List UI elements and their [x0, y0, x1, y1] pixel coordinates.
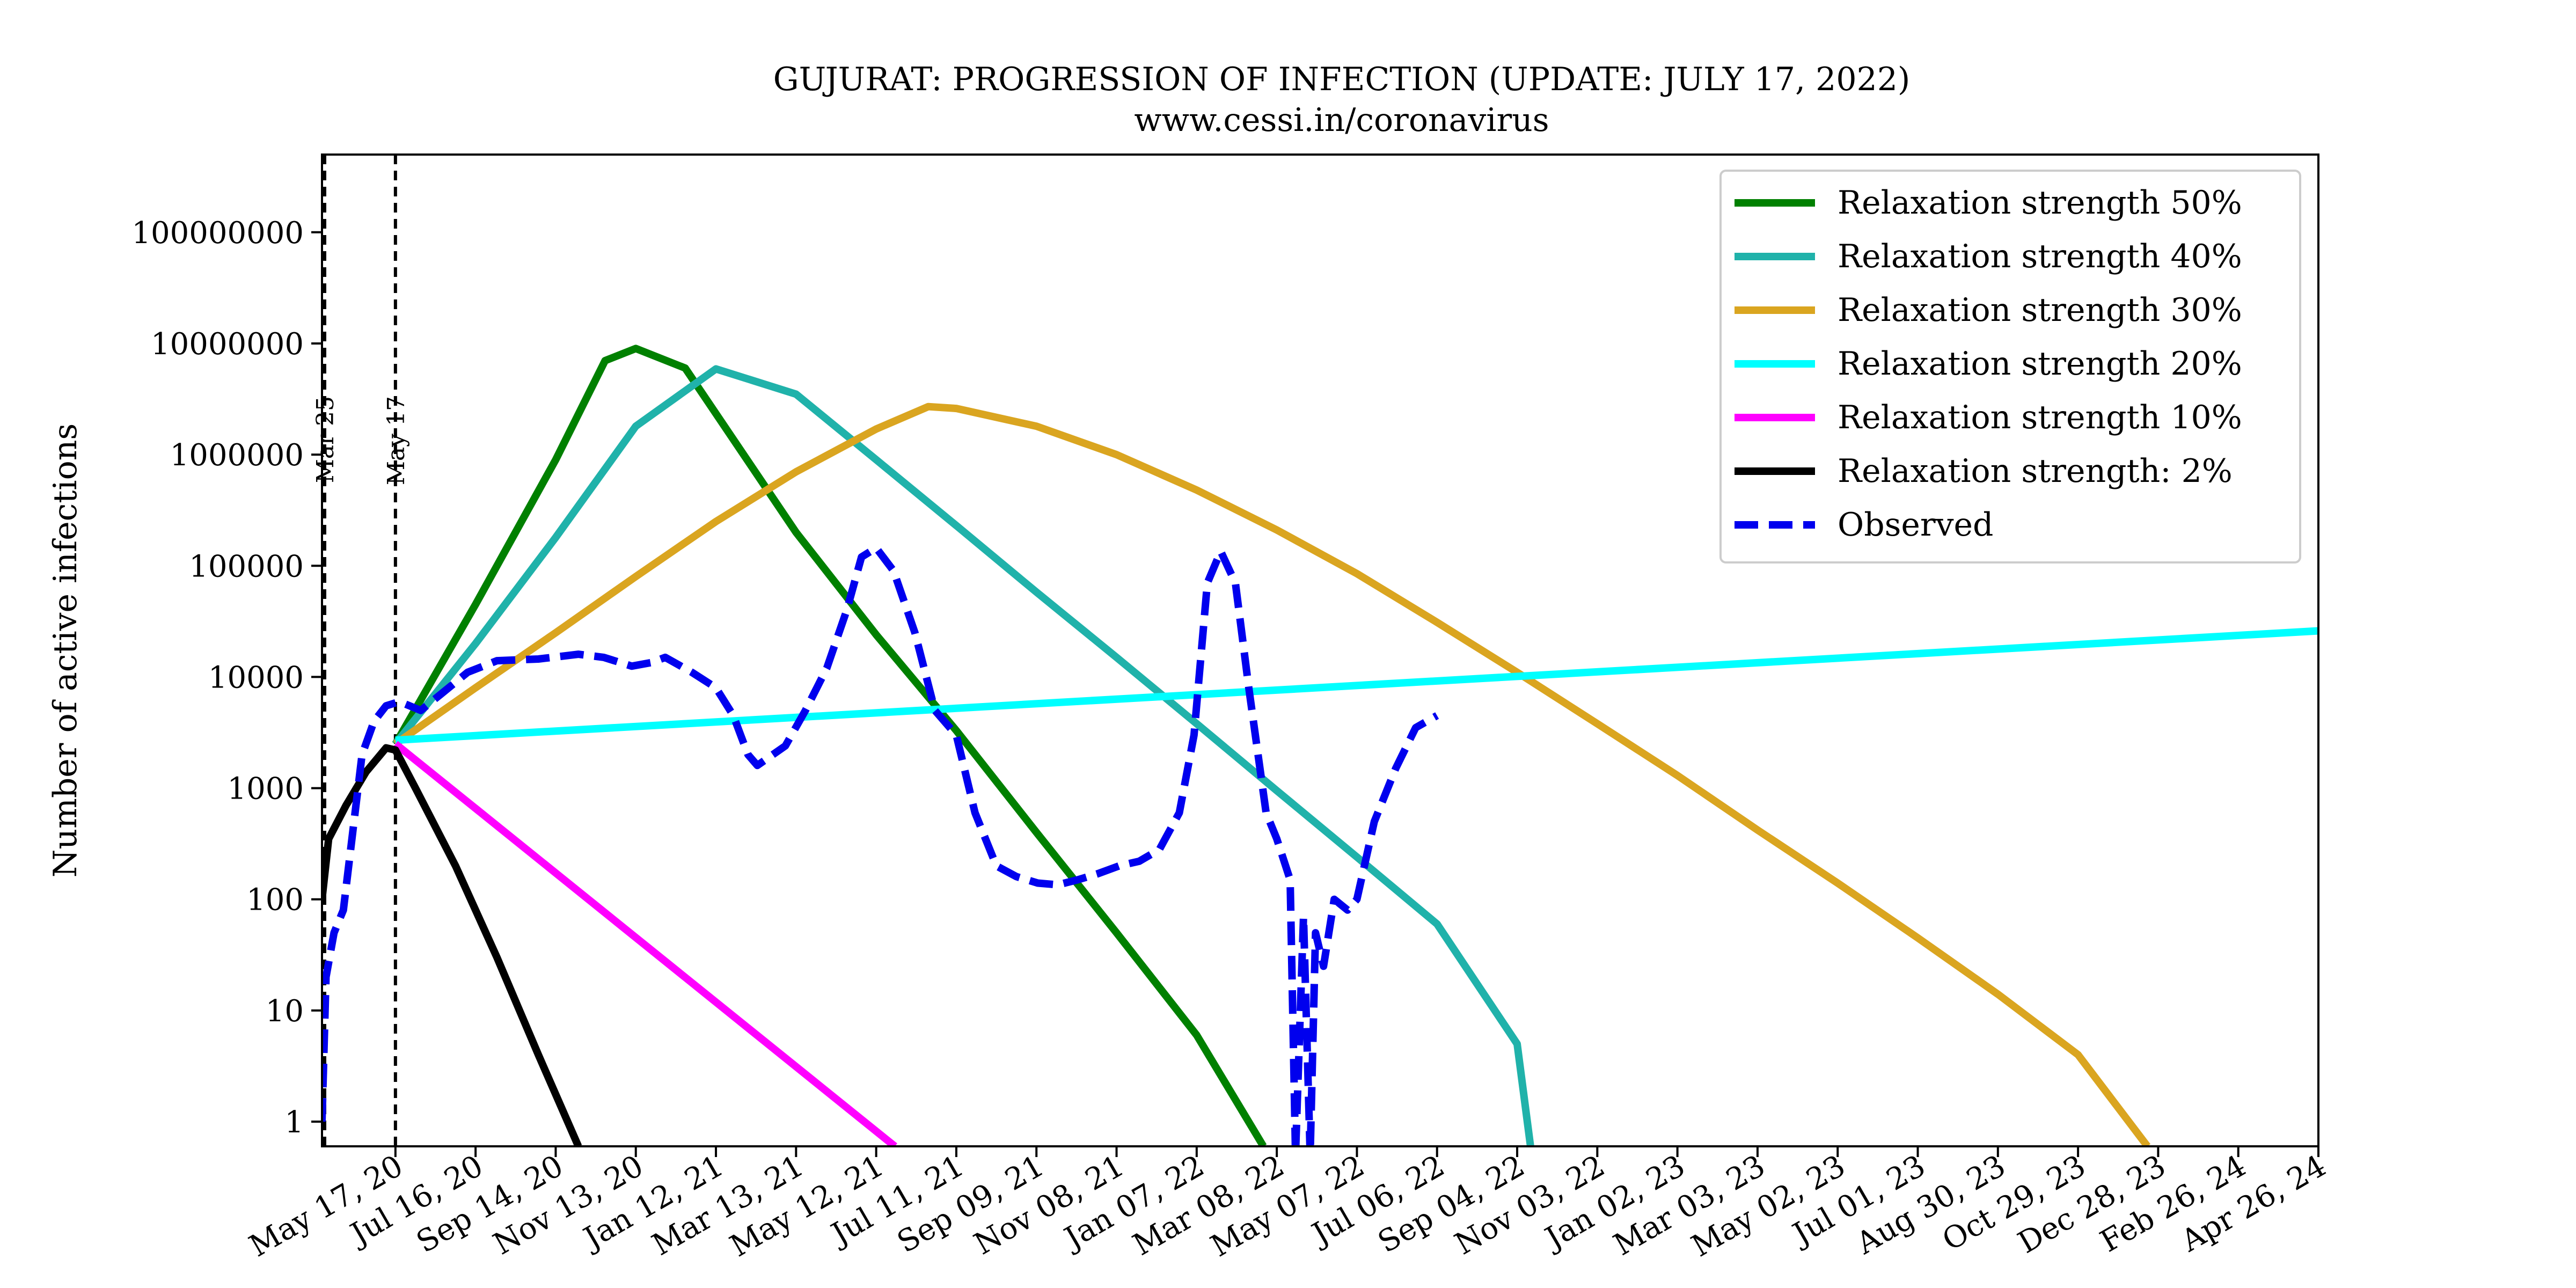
series-line-2	[393, 402, 2151, 1146]
y-tick-label-4: 10000	[208, 660, 304, 695]
legend-label-1: Relaxation strength 40%	[1838, 238, 2242, 275]
legend-label-5: Relaxation strength: 2%	[1838, 452, 2233, 490]
series-line-4	[393, 741, 897, 1146]
y-tick-label-7: 10000000	[151, 327, 304, 362]
y-tick-label-5: 100000	[189, 549, 304, 584]
plot-series	[322, 345, 2318, 1146]
legend-label-2: Relaxation strength 30%	[1838, 291, 2242, 329]
vline-label-0: Mar 25	[312, 396, 339, 483]
legend-frame	[1719, 170, 2301, 564]
vline-label-1: May 17	[383, 396, 410, 485]
chart-subtitle: www.cessi.in/coronavirus	[1134, 101, 1549, 139]
series-line-6	[322, 544, 1439, 1146]
series-line-5	[322, 744, 582, 1146]
y-tick-label-8: 100000000	[131, 216, 304, 251]
y-axis-label: Number of active infections	[47, 423, 84, 877]
plot-frame	[321, 153, 2319, 1147]
legend-label-3: Relaxation strength 20%	[1838, 345, 2242, 383]
legend-label-6: Observed	[1838, 506, 1993, 544]
chart-title: GUJURAT: PROGRESSION OF INFECTION (UPDAT…	[773, 61, 1911, 98]
series-line-1	[392, 365, 1534, 1146]
legend-label-0: Relaxation strength 50%	[1838, 184, 2242, 222]
y-tick-label-3: 1000	[227, 772, 304, 807]
series-line-3	[395, 627, 2318, 744]
y-tick-label-1: 10	[266, 994, 304, 1029]
y-tick-label-0: 1	[284, 1105, 304, 1140]
legend-label-4: Relaxation strength 10%	[1838, 399, 2242, 436]
y-tick-label-2: 100	[246, 883, 304, 918]
y-tick-label-6: 1000000	[170, 438, 304, 473]
series-line-0	[392, 345, 1267, 1146]
legend: Relaxation strength 50% Relaxation streng…	[1719, 170, 2301, 564]
y-axis: 1 10 100 1000 10000 100000 1000000 10000000 1000…	[131, 216, 322, 1140]
